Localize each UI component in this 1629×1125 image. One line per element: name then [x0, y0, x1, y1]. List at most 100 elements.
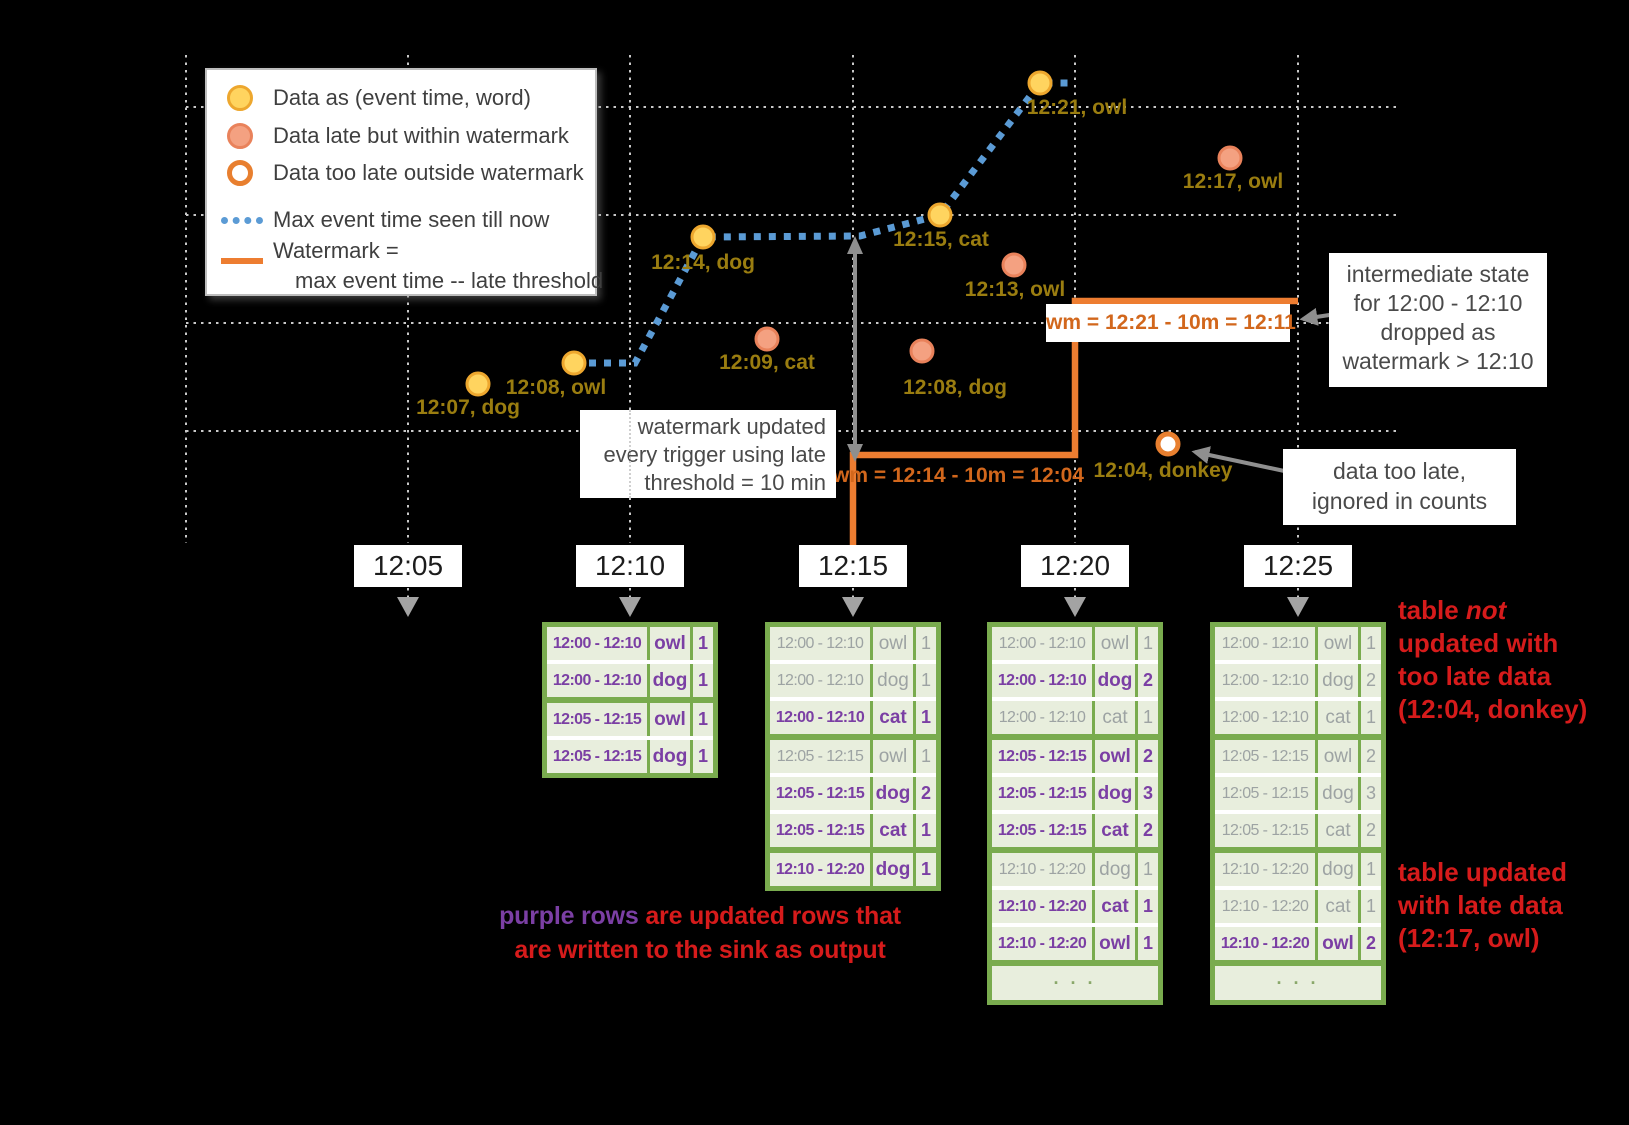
ontime-dot-icon [227, 85, 253, 111]
event-dot-ontime [1027, 70, 1053, 96]
count-cell: 1 [1138, 701, 1158, 734]
count-cell: 1 [1138, 890, 1158, 923]
count-cell: 1 [1138, 627, 1158, 660]
result-table-1215: 12:00 - 12:10 owl 1 12:00 - 12:10 dog 1 12:00 … [765, 622, 941, 891]
event-label: 12:14, dog [651, 251, 755, 274]
word-cell: cat [1318, 701, 1358, 734]
word-cell: owl [1095, 740, 1135, 773]
annotation-line: data too late, [1333, 458, 1466, 484]
window-cell: 12:00 - 12:10 [547, 627, 647, 660]
event-dot-late [909, 338, 935, 364]
ellipsis-row: · · · [992, 966, 1158, 1000]
table-row: 12:05 - 12:15 owl 2 [992, 740, 1158, 773]
word-cell: owl [1095, 627, 1135, 660]
event-label: 12:17, owl [1182, 170, 1284, 193]
table-row: 12:05 - 12:15 cat 1 [770, 814, 936, 847]
trigger-label-1205: 12:05 [354, 545, 462, 587]
count-cell: 1 [1361, 853, 1381, 886]
row-separator [547, 660, 713, 664]
table-row: 12:10 - 12:20 cat 1 [992, 890, 1158, 923]
table-row: 12:10 - 12:20 dog 1 [992, 853, 1158, 886]
watermark-line [849, 297, 1298, 545]
table-row: 12:10 - 12:20 owl 2 [1215, 927, 1381, 960]
word-cell: dog [650, 664, 690, 697]
too-late-arrow [1191, 446, 1290, 474]
window-cell: 12:05 - 12:15 [770, 740, 870, 773]
table-row: 12:00 - 12:10 cat 1 [992, 701, 1158, 734]
table-row: 12:05 - 12:15 owl 2 [1215, 740, 1381, 773]
word-cell: dog [873, 853, 913, 886]
row-separator [992, 886, 1158, 890]
count-cell: 1 [916, 664, 936, 697]
table-row: 12:00 - 12:10 cat 1 [770, 701, 936, 734]
count-cell: 1 [693, 664, 713, 697]
table-row: 12:00 - 12:10 dog 2 [992, 664, 1158, 697]
window-cell: 12:00 - 12:10 [992, 701, 1092, 734]
annotation-line: threshold = 10 min [644, 470, 826, 495]
window-cell: 12:05 - 12:15 [1215, 740, 1315, 773]
window-cell: 12:05 - 12:15 [770, 814, 870, 847]
trigger-label-1210: 12:10 [576, 545, 684, 587]
note-line: (12:04, donkey) [1398, 694, 1588, 724]
table-row: 12:05 - 12:15 dog 2 [770, 777, 936, 810]
event-dot-ontime [927, 202, 953, 228]
word-cell: cat [1318, 890, 1358, 923]
count-cell: 2 [1138, 814, 1158, 847]
table-row: 12:05 - 12:15 cat 2 [1215, 814, 1381, 847]
event-label: 12:21, owl [1026, 96, 1128, 119]
window-cell: 12:05 - 12:15 [547, 703, 647, 736]
word-cell: cat [1095, 890, 1135, 923]
word-cell: owl [1318, 927, 1358, 960]
event-label: 12:09, cat [719, 351, 815, 374]
note-line: are written to the sink as output [514, 936, 886, 964]
table-row: 12:00 - 12:10 cat 1 [1215, 701, 1381, 734]
event-dot-late [1217, 145, 1243, 171]
row-separator [770, 773, 936, 777]
window-cell: 12:00 - 12:10 [547, 664, 647, 697]
annotation-line: every trigger using late [603, 442, 826, 467]
count-cell: 2 [1138, 664, 1158, 697]
window-cell: 12:00 - 12:10 [1215, 664, 1315, 697]
window-cell: 12:05 - 12:15 [992, 740, 1092, 773]
count-cell: 1 [693, 703, 713, 736]
ellipsis-row: · · · [1215, 966, 1381, 1000]
max-event-time-line [574, 79, 1075, 367]
count-cell: 1 [693, 740, 713, 773]
result-table-1210: 12:00 - 12:10 owl 1 12:00 - 12:10 dog 1 12:05 … [542, 622, 718, 778]
annotation-line: for 12:00 - 12:10 [1353, 290, 1523, 316]
annotation-line: watermark updated [637, 414, 826, 439]
word-cell: owl [1095, 927, 1135, 960]
row-separator [1215, 660, 1381, 664]
table-row: 12:00 - 12:10 owl 1 [1215, 627, 1381, 660]
legend-label: Data as (event time, word) [273, 85, 531, 110]
row-separator [770, 847, 936, 853]
window-cell: 12:05 - 12:15 [1215, 814, 1315, 847]
event-label: 12:08, dog [903, 376, 1007, 399]
trigger-label-1215: 12:15 [799, 545, 907, 587]
event-dot-ontime [561, 350, 587, 376]
word-cell: owl [650, 627, 690, 660]
row-separator [992, 734, 1158, 740]
watermark-value-label-2: wm = 12:21 - 10m = 12:11 [1046, 304, 1296, 342]
event-dot-late [1001, 252, 1027, 278]
window-cell: 12:10 - 12:20 [1215, 890, 1315, 923]
word-cell: cat [1318, 814, 1358, 847]
word-cell: owl [873, 740, 913, 773]
event-label: 12:07, dog [416, 396, 520, 419]
table-row: 12:00 - 12:10 dog 2 [1215, 664, 1381, 697]
count-cell: 2 [1361, 814, 1381, 847]
window-cell: 12:10 - 12:20 [1215, 927, 1315, 960]
word-cell: owl [1318, 740, 1358, 773]
note-line: too late data [1398, 661, 1552, 691]
event-label: 12:15, cat [893, 228, 989, 251]
legend-label: Data late but within watermark [273, 123, 569, 148]
row-separator [1215, 734, 1381, 740]
count-cell: 1 [1361, 890, 1381, 923]
count-cell: 1 [916, 740, 936, 773]
window-cell: 12:00 - 12:10 [770, 627, 870, 660]
table-row: 12:00 - 12:10 owl 1 [547, 627, 713, 660]
row-separator [547, 697, 713, 703]
window-cell: 12:05 - 12:15 [770, 777, 870, 810]
